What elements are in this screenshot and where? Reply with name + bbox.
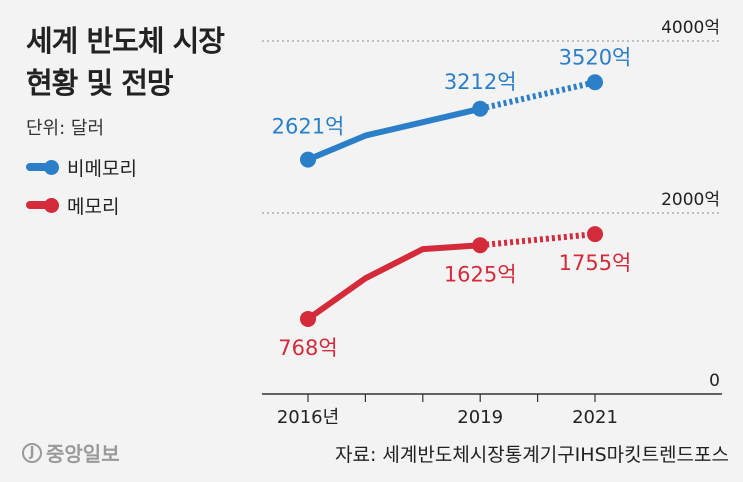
series-line-0 [305,105,484,163]
data-label: 1755억 [559,251,632,275]
data-label: 3520억 [559,45,632,69]
x-tick-label: 2019 [457,407,503,428]
data-point [300,310,316,327]
y-gridline-label: 2000억 [661,190,720,210]
series-projection-line-0 [479,79,596,112]
legend-item-nonmemory: 비메모리 [26,155,137,180]
logo-text: 중앙일보 [46,442,120,466]
data-label: 3212억 [444,70,517,94]
data-point [587,226,603,243]
data-label: 768억 [278,336,337,360]
series-projection-line-1 [479,231,596,249]
data-label: 1625억 [444,262,517,286]
legend-label-memory: 메모리 [67,195,120,218]
x-tick-label: 2016년 [277,407,339,428]
series-line-1 [305,242,484,322]
data-point [472,100,489,117]
legend-label-nonmemory: 비메모리 [67,157,137,180]
data-point [587,74,603,91]
x-tick-label: 2021 [572,407,618,428]
legend-swatch-dot [44,159,59,175]
y-gridline-label: 4000억 [661,18,720,38]
unit-label: 단위: 달러 [26,118,105,139]
logo-mark: J [22,442,42,463]
y-gridline-label: 0 [709,371,720,391]
legend-swatch-dot [44,197,59,213]
chart-title: 세계 반도체 시장 현황 및 전망 [26,20,225,104]
legend-swatch-line [26,163,52,171]
data-label: 2621억 [272,115,345,139]
legend-item-memory: 메모리 [26,193,120,218]
data-point [300,151,316,168]
title-line-1: 세계 반도체 시장 [26,24,225,58]
title-line-2: 현황 및 전망 [26,66,174,100]
data-point [472,237,489,254]
source-note: 자료: 세계반도체시장통계기구IHS마킷트렌드포스 [335,444,729,466]
publisher-logo: J 중앙일보 [22,438,120,467]
legend-swatch-line [26,201,52,209]
